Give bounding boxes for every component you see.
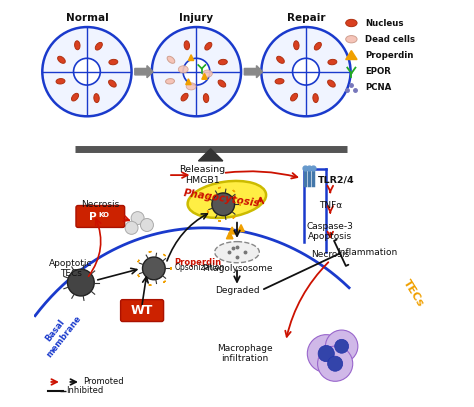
Polygon shape <box>164 254 165 256</box>
Text: P: P <box>90 212 97 222</box>
Circle shape <box>143 257 165 280</box>
Circle shape <box>326 330 358 363</box>
Ellipse shape <box>218 80 226 87</box>
Text: KO: KO <box>98 212 109 218</box>
Ellipse shape <box>109 80 116 87</box>
Text: Normal: Normal <box>65 13 108 23</box>
Circle shape <box>261 27 351 116</box>
Polygon shape <box>207 210 209 213</box>
Text: TECs: TECs <box>401 277 426 308</box>
Ellipse shape <box>313 94 318 103</box>
Ellipse shape <box>181 93 188 101</box>
Circle shape <box>73 58 100 85</box>
Text: Dead cells: Dead cells <box>365 35 415 44</box>
Ellipse shape <box>314 42 321 50</box>
Polygon shape <box>138 260 139 262</box>
Circle shape <box>140 219 154 232</box>
Circle shape <box>212 193 235 216</box>
Circle shape <box>318 346 353 381</box>
Text: Phagocytosis: Phagocytosis <box>182 188 261 208</box>
Circle shape <box>307 335 345 372</box>
Ellipse shape <box>215 242 259 263</box>
Circle shape <box>183 58 210 85</box>
Circle shape <box>125 221 138 234</box>
Ellipse shape <box>186 83 196 90</box>
Ellipse shape <box>178 66 188 73</box>
Polygon shape <box>186 79 191 85</box>
Text: Apoptotic
TECs: Apoptotic TECs <box>49 259 92 278</box>
Text: Properdin: Properdin <box>365 51 413 60</box>
Ellipse shape <box>109 59 118 65</box>
Text: Inhibited: Inhibited <box>66 386 103 395</box>
Ellipse shape <box>94 94 99 103</box>
Polygon shape <box>207 196 209 198</box>
Circle shape <box>152 27 241 116</box>
Text: Basal
membrane: Basal membrane <box>36 307 82 359</box>
Ellipse shape <box>328 80 335 87</box>
Circle shape <box>292 58 319 85</box>
Circle shape <box>335 339 348 353</box>
Circle shape <box>67 269 94 296</box>
FancyBboxPatch shape <box>120 300 164 322</box>
Ellipse shape <box>328 59 337 65</box>
FancyArrow shape <box>135 66 153 78</box>
Polygon shape <box>233 217 235 219</box>
Text: WT: WT <box>131 304 153 317</box>
Text: EPOR: EPOR <box>365 67 391 76</box>
Circle shape <box>42 27 132 116</box>
Circle shape <box>318 346 334 362</box>
Polygon shape <box>202 73 207 79</box>
Ellipse shape <box>205 42 212 50</box>
Ellipse shape <box>275 79 284 84</box>
Ellipse shape <box>72 93 79 101</box>
Ellipse shape <box>291 93 298 101</box>
Ellipse shape <box>95 42 102 50</box>
Text: Necrosis: Necrosis <box>81 200 119 209</box>
Text: Inflammation: Inflammation <box>337 248 397 257</box>
Ellipse shape <box>188 181 266 218</box>
Text: Opsonization: Opsonization <box>174 263 224 272</box>
Ellipse shape <box>294 41 299 50</box>
Text: PCNA: PCNA <box>365 83 391 92</box>
Ellipse shape <box>165 79 174 84</box>
Circle shape <box>131 212 144 225</box>
Ellipse shape <box>277 56 284 63</box>
Polygon shape <box>164 281 165 282</box>
Polygon shape <box>238 225 244 232</box>
Text: Properdin: Properdin <box>174 258 221 267</box>
Polygon shape <box>199 149 223 161</box>
Polygon shape <box>188 55 194 61</box>
Circle shape <box>328 356 343 371</box>
Text: Nucleus: Nucleus <box>365 18 403 28</box>
Text: TLR2/4: TLR2/4 <box>318 176 355 185</box>
Text: Phagolysosome: Phagolysosome <box>202 263 272 273</box>
Text: Necrosis: Necrosis <box>311 250 349 259</box>
Ellipse shape <box>56 79 65 84</box>
Text: TNFα: TNFα <box>319 201 342 210</box>
Ellipse shape <box>184 41 190 50</box>
Ellipse shape <box>203 94 209 103</box>
Polygon shape <box>227 232 233 239</box>
Ellipse shape <box>74 41 80 50</box>
Text: Caspase-3
Apoptosis: Caspase-3 Apoptosis <box>307 222 354 241</box>
Text: Injury: Injury <box>179 13 213 23</box>
Ellipse shape <box>346 20 357 26</box>
Polygon shape <box>218 187 221 188</box>
Ellipse shape <box>346 35 357 43</box>
Text: Promoted: Promoted <box>83 377 124 387</box>
Text: Macrophage
infiltration: Macrophage infiltration <box>217 344 273 363</box>
Text: Releasing
HMGB1: Releasing HMGB1 <box>180 165 226 185</box>
Text: Repair: Repair <box>287 13 325 23</box>
Ellipse shape <box>202 70 212 77</box>
Ellipse shape <box>167 56 175 63</box>
Polygon shape <box>229 227 236 234</box>
FancyArrow shape <box>244 66 263 78</box>
Ellipse shape <box>219 59 228 65</box>
Polygon shape <box>346 50 357 59</box>
Text: Degraded: Degraded <box>215 286 259 295</box>
Polygon shape <box>233 190 235 192</box>
Ellipse shape <box>58 56 65 63</box>
Polygon shape <box>138 275 139 277</box>
FancyBboxPatch shape <box>76 206 125 228</box>
